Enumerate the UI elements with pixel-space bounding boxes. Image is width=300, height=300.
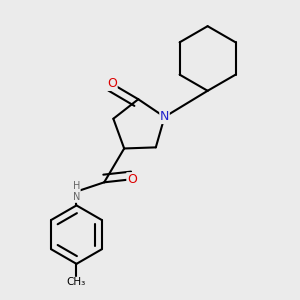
Text: CH₃: CH₃ <box>67 277 86 287</box>
Text: O: O <box>107 77 117 90</box>
Text: H
N: H N <box>73 181 80 203</box>
Text: N: N <box>160 110 169 123</box>
Text: O: O <box>127 173 137 186</box>
